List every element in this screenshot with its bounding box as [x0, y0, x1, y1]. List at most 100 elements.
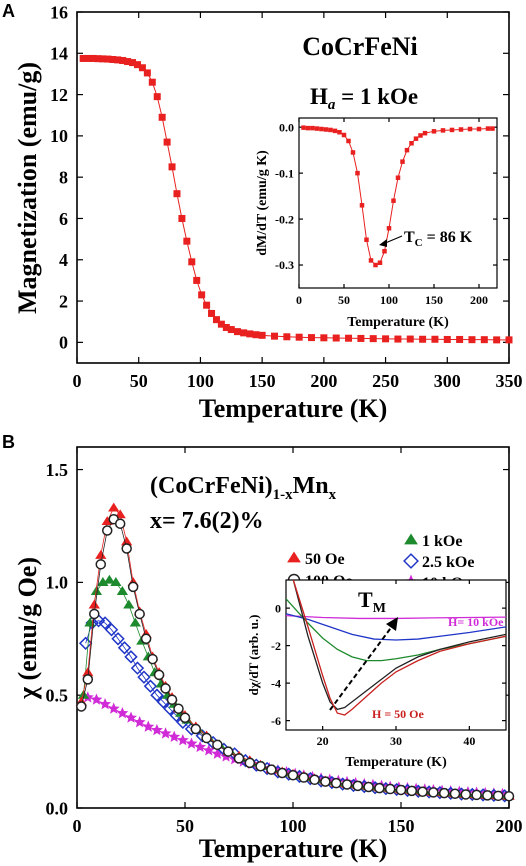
panel-a-inset-data-point: [418, 133, 423, 138]
y-tick-label: -0.2: [275, 212, 294, 226]
panel-a-data-point: [133, 61, 141, 69]
panel-a-data-point: [468, 336, 476, 344]
panel-a-data-point: [406, 335, 414, 343]
panel-a-title: CoCrFeNi: [302, 32, 418, 61]
panel-b-inset-series: [286, 580, 506, 716]
panel-b-data-point: [95, 559, 107, 570]
panel-a-inset-series: [301, 125, 495, 268]
panel-a-inset-data-point: [485, 126, 491, 131]
panel-a-data-point: [153, 93, 161, 101]
panel-b-data-point: [244, 757, 256, 769]
panel-a-data-point: [129, 59, 137, 67]
x-tick-label: 200: [496, 816, 523, 836]
panel-b-data-point: [153, 669, 165, 681]
panel-a-data-point: [173, 190, 181, 198]
x-tick-label: 50: [338, 293, 350, 307]
panel-a-inset-tc-annotation: TC = 86 K: [404, 229, 473, 249]
panel-b-y-axis-label: χ (emu/g Oe): [13, 557, 42, 700]
x-tick-label: 0: [296, 293, 302, 307]
panel-a-data-point: [99, 55, 107, 63]
panel-a-inset-data-point: [346, 138, 351, 144]
panel-a-inset-frame: [298, 117, 498, 289]
x-tick-label: 50: [176, 816, 194, 836]
panel-a-data-point: [295, 333, 303, 341]
x-tick-label: 150: [425, 293, 443, 307]
panel-b-inset-label-10koe: H= 10 kOe: [448, 615, 504, 629]
panel-a-data-point: [124, 58, 132, 66]
panel-b-data-point: [101, 525, 113, 536]
panel-b-data-point: [137, 670, 151, 684]
panel-a-data-point: [456, 335, 464, 343]
panel-b-x-axis-label: Temperature (K): [199, 834, 387, 863]
panel-a-inset-data-point: [359, 203, 365, 208]
panel-b-data-point: [194, 740, 207, 753]
panel-a-inset-data-point: [409, 141, 414, 146]
panel-b-data-point: [78, 636, 93, 650]
panel-b-inset-y-axis-label: dχ/dT (arb. u.): [246, 615, 261, 696]
panel-b-data-point: [168, 730, 181, 742]
panel-b-data-point: [255, 761, 266, 772]
panel-a-inset-data-point: [391, 198, 396, 203]
panel-a-data-point: [258, 331, 266, 339]
panel-b-data-point: [202, 744, 215, 756]
panel-b-x-axis: 0 50 100 150 200: [73, 447, 523, 836]
panel-a-x-axis: 0 50 100 150 200 250 300 350: [73, 12, 523, 391]
panel-b-data-point: [121, 536, 133, 546]
panel-a-data-point: [217, 320, 225, 328]
panel-b-data-point: [108, 502, 120, 512]
x-tick-label: 200: [310, 371, 337, 391]
panel-b-data-point: [107, 702, 120, 714]
panel-a-data-point: [212, 316, 220, 324]
panel-a-inset-data-point: [319, 126, 324, 132]
panel-a-inset-x-axis-label: Temperature (K): [347, 315, 449, 330]
panel-b-data-point: [114, 518, 126, 529]
panel-b-chart: 0.00.51.01.5 0 50 100 150 200 χ (emu/g Oe) T…: [13, 446, 523, 863]
x-tick-label: 20: [317, 734, 329, 748]
panel-a-inset-data-point: [350, 150, 356, 155]
panel-b-data-point: [129, 617, 141, 627]
panel-b-data-point: [111, 632, 125, 646]
panel-a-inset-x-axis: 0 50 100 150 200: [296, 118, 488, 307]
y-tick-label: 10: [50, 126, 68, 146]
panel-label-b: B: [2, 432, 15, 452]
panel-a-inset-data-point: [323, 127, 329, 132]
panel-b-data-point: [222, 746, 234, 757]
panel-a-data-point: [369, 335, 377, 343]
panel-label-a: A: [2, 1, 15, 21]
panel-a-data-point: [222, 323, 230, 331]
panel-b-data-point: [276, 767, 288, 779]
panel-a-inset-data-point: [400, 159, 405, 164]
panel-b-y-axis: 0.0 0.5 1.0 1.5: [46, 460, 509, 818]
panel-b-inset-tm-arrowhead: [386, 617, 398, 631]
y-tick-label: 8: [59, 167, 68, 187]
panel-b-data-point: [190, 723, 202, 735]
y-tick-label: 14: [50, 44, 68, 64]
panel-b-data-point: [116, 586, 128, 595]
panel-a-data-point: [208, 309, 216, 317]
panel-b-data-point: [98, 616, 112, 630]
panel-b-data-point: [110, 577, 122, 586]
panel-a-data-point: [443, 335, 451, 343]
panel-a-data-point: [143, 69, 151, 77]
panel-b-data-point: [95, 549, 107, 559]
panel-b-data-point: [142, 720, 155, 732]
panel-b-data-point: [166, 694, 178, 705]
panel-b-data-point: [77, 689, 90, 699]
panel-b-data-point: [320, 776, 331, 787]
panel-a-data-point: [94, 55, 102, 63]
panel-a-inset-data-point: [440, 128, 446, 133]
panel-a-inset-data-point: [431, 129, 437, 134]
panel-b-data-point: [266, 764, 277, 775]
panel-b-data-point: [298, 772, 310, 783]
panel-b-data-point: [309, 774, 320, 786]
legend-label: 2.5 kOe: [422, 554, 474, 571]
x-tick-label: 100: [280, 816, 307, 836]
panel-b-inset-curves: [286, 580, 506, 716]
panel-b-inset-tm-annotation: TM: [358, 587, 386, 616]
panel-a-inset-data-point: [395, 175, 401, 180]
y-tick-label: 6: [59, 209, 68, 229]
panel-b-inset-curve: [286, 613, 506, 641]
panel-b-data-point: [428, 787, 439, 798]
panel-b-inset-curve: [292, 580, 506, 711]
panel-a-data-point: [188, 258, 196, 266]
